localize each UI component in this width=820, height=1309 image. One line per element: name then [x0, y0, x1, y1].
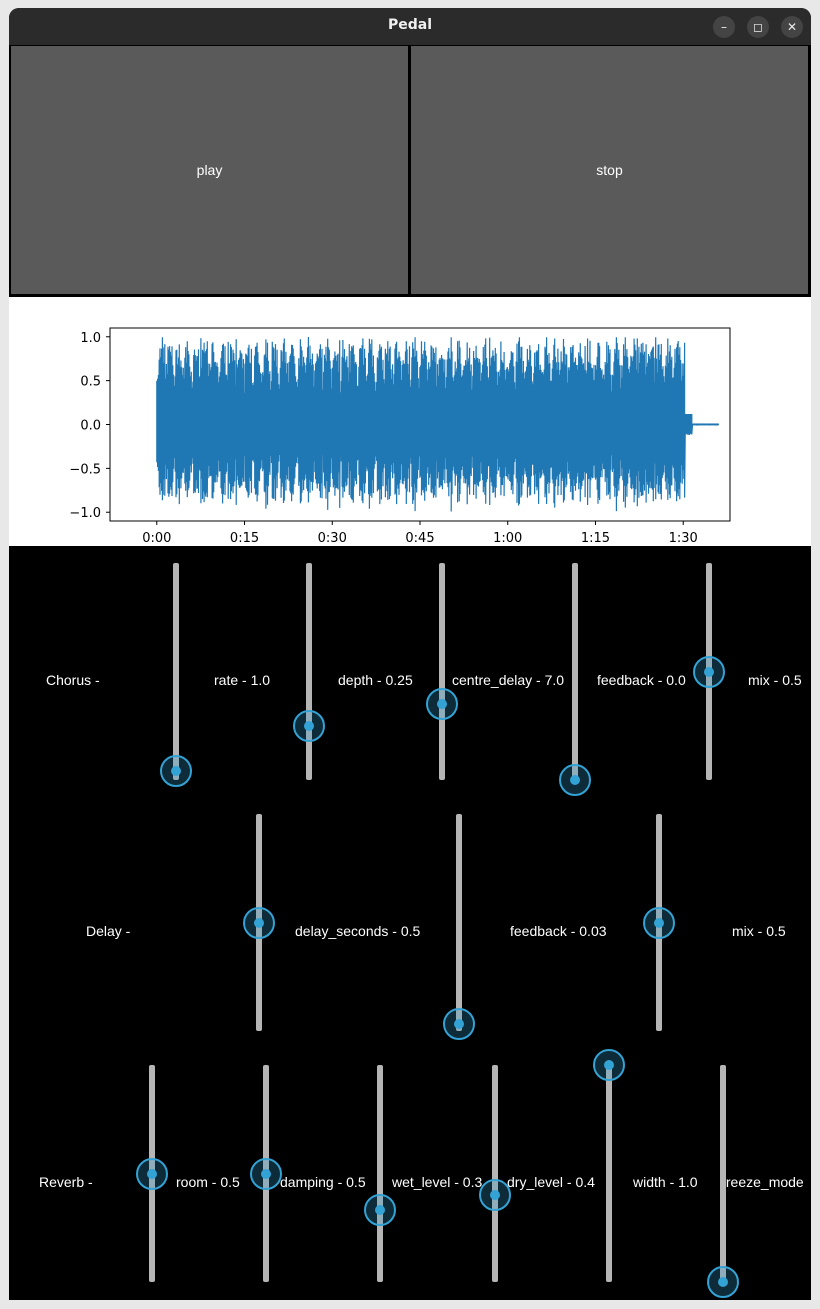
slider-handle[interactable] [443, 1008, 475, 1041]
minimize-icon[interactable]: – [713, 16, 735, 38]
title-bar: Pedal – ◻ ✕ [9, 8, 811, 45]
reverb-width-label: width - 1.0 [633, 1174, 698, 1190]
x-tick-label: 1:30 [669, 531, 698, 546]
slider-handle[interactable] [479, 1179, 511, 1212]
slider-handle[interactable] [593, 1049, 625, 1081]
chorus-depth-slider[interactable] [306, 563, 312, 780]
slider-handle[interactable] [136, 1157, 168, 1190]
y-tick-label: 0.5 [80, 375, 101, 390]
chorus-mix-label: mix - 0.5 [748, 672, 802, 688]
chorus-centre-delay-label: centre_delay - 7.0 [452, 672, 565, 688]
x-tick-label: 0:45 [405, 531, 434, 546]
delay-seconds-label: delay_seconds - 0.5 [295, 923, 421, 939]
close-icon[interactable]: ✕ [781, 16, 803, 38]
waveform-chart: 1.0 0.5 0.0 −0.5 −1.0 0:00 0:15 0:30 0:45 1:00 1:1… [69, 327, 731, 546]
x-tick-label: 0:30 [318, 531, 347, 546]
reverb-dry-level-label: dry_level - 0.4 [507, 1174, 595, 1190]
slider-handle[interactable] [293, 709, 325, 742]
waveform-series-line [156, 336, 719, 512]
x-tick-label: 0:00 [142, 531, 171, 546]
reverb-dry-level-slider[interactable] [492, 1065, 498, 1282]
reverb-width-slider[interactable] [606, 1065, 612, 1282]
chorus-feedback-label: feedback - 0.0 [597, 672, 686, 688]
delay-feedback-label: feedback - 0.03 [510, 923, 607, 939]
slider-handle[interactable] [243, 906, 275, 939]
slider-handle[interactable] [643, 906, 675, 939]
chorus-rate-label: rate - 1.0 [214, 672, 271, 688]
slider-handle[interactable] [426, 688, 458, 721]
delay-feedback-slider[interactable] [456, 814, 462, 1031]
stop-button[interactable]: stop [410, 45, 809, 295]
y-tick-label: 1.0 [80, 331, 101, 346]
slider-handle[interactable] [250, 1157, 282, 1190]
app-window: Pedal – ◻ ✕ play stop 1.0 0.5 0.0 −0.5 −1.0 0… [9, 8, 811, 1300]
chorus-rate-slider[interactable] [173, 563, 179, 780]
reverb-damping-label: damping - 0.5 [280, 1174, 366, 1190]
chorus-section-label: Chorus - [46, 672, 100, 688]
delay-mix-label: mix - 0.5 [732, 923, 786, 939]
slider-handle[interactable] [693, 655, 725, 688]
chorus-depth-label: depth - 0.25 [338, 672, 413, 688]
reverb-freeze-mode-label: freeze_mode [722, 1174, 804, 1190]
effects-panel: Chorus - rate - 1.0 depth - 0.25 centre_… [9, 546, 811, 1300]
y-tick-label: 0.0 [80, 419, 101, 434]
x-tick-label: 1:15 [581, 531, 610, 546]
slider-handle[interactable] [559, 764, 591, 796]
x-tick-label: 0:15 [230, 531, 259, 546]
play-button[interactable]: play [10, 45, 409, 295]
y-tick-label: −1.0 [69, 506, 101, 521]
reverb-freeze-mode-slider[interactable] [720, 1065, 726, 1282]
slider-handle[interactable] [364, 1194, 396, 1227]
window-title: Pedal [387, 17, 433, 33]
chorus-feedback-slider[interactable] [572, 563, 578, 780]
reverb-section-label: Reverb - [39, 1174, 93, 1190]
slider-handle[interactable] [707, 1266, 739, 1298]
waveform-plot: 1.0 0.5 0.0 −0.5 −1.0 0:00 0:15 0:30 0:45 1:00 1:1… [9, 295, 811, 546]
maximize-icon[interactable]: ◻ [747, 16, 769, 38]
y-tick-label: −0.5 [69, 462, 101, 477]
reverb-room-label: room - 0.5 [176, 1174, 240, 1190]
x-tick-label: 1:00 [493, 531, 522, 546]
slider-handle[interactable] [160, 755, 192, 788]
reverb-wet-level-slider[interactable] [377, 1065, 383, 1282]
reverb-wet-level-label: wet_level - 0.3 [392, 1174, 483, 1190]
delay-section-label: Delay - [86, 923, 131, 939]
chorus-centre-delay-slider[interactable] [439, 563, 445, 780]
